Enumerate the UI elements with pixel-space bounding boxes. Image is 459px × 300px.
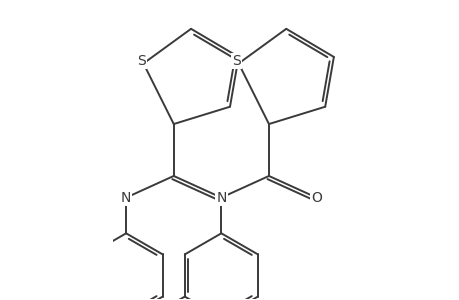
Text: N: N xyxy=(216,190,226,205)
Text: O: O xyxy=(310,190,321,205)
Text: S: S xyxy=(137,54,146,68)
Text: S: S xyxy=(232,54,241,68)
Text: O: O xyxy=(215,190,226,205)
Text: N: N xyxy=(121,190,131,205)
